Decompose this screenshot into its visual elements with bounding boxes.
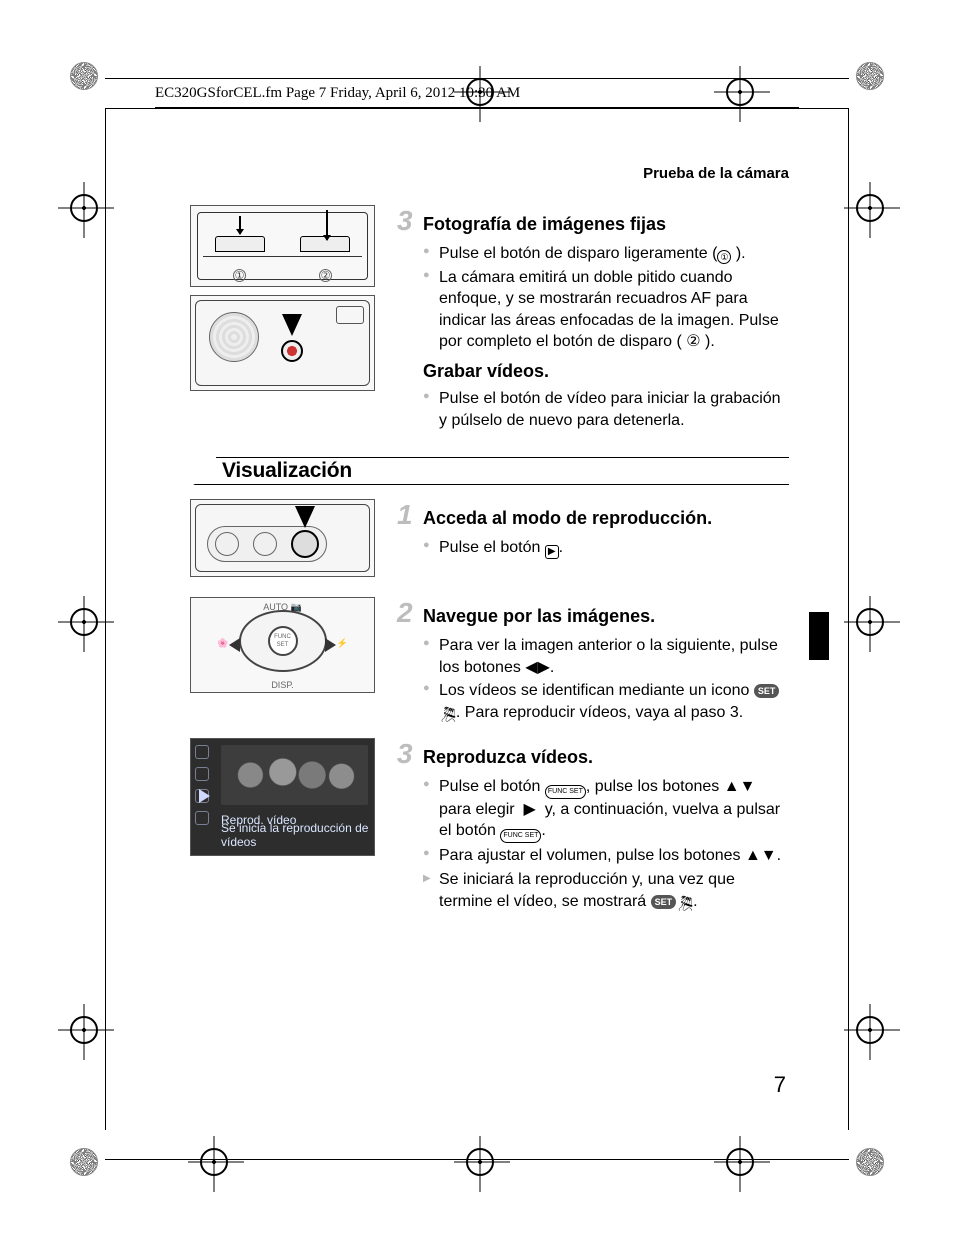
step-row-photo: ① ② 3 Fotografía de imágenes fijas Pulse… [190,205,789,433]
func-set-icon: FUNC SET [545,785,586,799]
step-row-2: AUTO 📷 FUNC SET 🌸 ⚡ DISP. 2 Navegue por … [190,597,789,726]
bullet-text: Se iniciará la reproducción y, una vez q… [423,869,789,912]
reg-mark-star [70,1148,98,1176]
up-down-icon: ▲▼ [745,847,777,864]
circled-1-icon: ① [717,250,731,264]
reg-mark-target [466,1148,494,1176]
page-edge-tab [809,612,829,660]
reg-mark-target [856,194,884,222]
step-row-3: Reprod. vídeo Se inicia la reproducción … [190,738,789,915]
section-label: Prueba de la cámara [643,165,789,182]
set-badge-icon: SET [754,684,780,698]
frame-line [848,108,849,1130]
frame-line [105,1159,849,1160]
step-title: Navegue por las imágenes. [423,606,655,627]
up-down-icon: ▲▼ [724,778,756,795]
reg-mark-star [856,62,884,90]
illus-dpad: AUTO 📷 FUNC SET 🌸 ⚡ DISP. [190,597,375,693]
step-title: Acceda al modo de reproducción. [423,508,712,529]
page-number: 7 [774,1072,786,1098]
thumb-text-2: Se inicia la reproducción de vídeos [221,822,374,848]
bullet-text: Para ver la imagen anterior o la siguien… [423,635,789,678]
movie-icon: 🎘 [441,705,456,724]
step-number: 1 [397,499,423,531]
reg-mark-target [200,1148,228,1176]
reg-mark-star [70,62,98,90]
section-bar-label: Visualización [222,459,352,483]
frame-line [105,78,849,79]
step-number: 2 [397,597,423,629]
illus-playback-button [190,499,375,577]
play-icon: ▶ [545,545,559,559]
reg-mark-target [70,1016,98,1044]
bullet-text: Pulse el botón de vídeo para iniciar la … [423,388,789,431]
bullet-text: Para ajustar el volumen, pulse los boton… [423,845,789,867]
document-header: EC320GSforCEL.fm Page 7 Friday, April 6,… [155,85,799,109]
frame-line [105,108,106,1130]
movie-icon: 🎘 [678,894,693,913]
reg-mark-star [856,1148,884,1176]
bullet-text: Pulse el botón de disparo ligeramente (①… [423,243,789,265]
set-badge-icon: SET [651,895,677,909]
reg-mark-target [70,608,98,636]
step-number: 3 [397,738,423,770]
reg-mark-target [856,608,884,636]
play-icon: ▶ [524,801,536,818]
reg-mark-target [726,1148,754,1176]
bullet-text: Pulse el botón FUNC SET, pulse los boton… [423,776,789,844]
bullet-text: La cámara emitirá un doble pitido cuando… [423,267,789,353]
illus-shutter-press: ① ② [190,205,375,287]
section-bar-visualizacion: Visualización [190,457,789,485]
bullet-text: Los vídeos se identifican mediante un ic… [423,680,789,723]
bullet-text: Pulse el botón ▶. [423,537,789,559]
step-number: 3 [397,205,423,237]
sub-title: Grabar vídeos. [423,361,789,382]
left-right-icon: ◀▶ [525,659,550,676]
reg-mark-target [856,1016,884,1044]
step-title: Reproduzca vídeos. [423,747,593,768]
page-content: ① ② 3 Fotografía de imágenes fijas Pulse… [190,205,789,1088]
illus-video-playback: Reprod. vídeo Se inicia la reproducción … [190,738,375,856]
step-title: Fotografía de imágenes fijas [423,214,666,235]
func-set-icon: FUNC SET [500,829,541,843]
reg-mark-target [70,194,98,222]
step-row-1: 1 Acceda al modo de reproducción. Pulse … [190,499,789,585]
illus-movie-button [190,295,375,391]
